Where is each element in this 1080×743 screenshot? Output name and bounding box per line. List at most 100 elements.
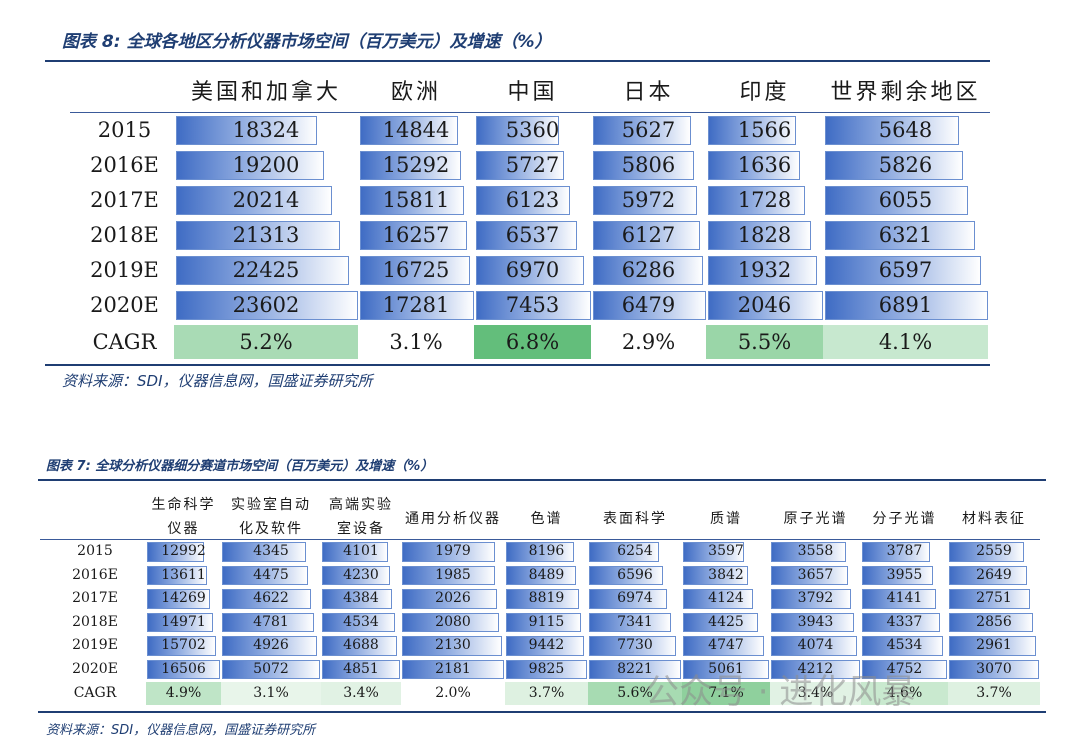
fig8-data-bar xyxy=(825,256,981,285)
fig8-cell-value: 6321 xyxy=(878,223,933,247)
fig7-cell-value: 2856 xyxy=(976,613,1012,630)
fig8-data-bar xyxy=(360,116,458,145)
fig7-data-bar xyxy=(322,542,388,562)
fig7-data-bar xyxy=(683,589,753,609)
fig7-cell-value: 7341 xyxy=(617,613,653,630)
fig8-cell-value: 6891 xyxy=(878,293,933,317)
fig7-cell-value: 3842 xyxy=(708,566,744,583)
fig8-cell-value: 5648 xyxy=(878,118,933,142)
fig7-data-bar xyxy=(402,565,495,585)
fig7-cell-value: 2961 xyxy=(976,637,1012,653)
fig8-data-bar xyxy=(825,151,963,180)
fig8-cell-value: 7453 xyxy=(505,293,560,317)
fig7-cell-value: 8196 xyxy=(528,543,565,559)
fig7-cagr-cell xyxy=(861,682,948,705)
fig7-cell-value: 3070 xyxy=(976,660,1012,677)
fig7-data-bar xyxy=(589,589,667,609)
fig7-cell-value: 4534 xyxy=(343,613,379,630)
fig8-data-bar xyxy=(593,221,700,250)
fig7-cagr-value: 7.1% xyxy=(708,685,744,701)
fig8-data-bar xyxy=(476,151,564,180)
fig7-data-bar xyxy=(949,612,1033,632)
fig7-cell-value: 4781 xyxy=(253,613,289,630)
fig7-cell-value: 3787 xyxy=(886,543,923,559)
fig8-row-label: 2019E xyxy=(90,258,159,282)
fig8-data-bar xyxy=(708,186,805,215)
fig7-data-bar xyxy=(222,612,314,632)
fig7-cell-value: 13611 xyxy=(161,566,206,583)
fig8-cell-value: 21313 xyxy=(232,223,300,247)
fig7-cagr-cell xyxy=(146,682,221,705)
fig7-cagr-cell xyxy=(221,682,321,705)
fig7-cell-value: 8221 xyxy=(617,660,653,677)
fig7-cell-value: 4074 xyxy=(797,637,834,653)
fig8-cell-value: 1728 xyxy=(737,188,792,212)
fig7-row-label: 2019E xyxy=(72,637,118,653)
fig7-data-bar xyxy=(949,542,1024,562)
fig7-cell-value: 6974 xyxy=(617,590,653,606)
fig8-data-bar xyxy=(825,116,959,145)
fig7-header-rule xyxy=(40,539,1040,540)
fig8-header-rule xyxy=(70,112,990,113)
fig7-cagr-cell xyxy=(321,682,401,705)
fig8-cagr-cell xyxy=(174,325,358,359)
fig7-row-label: 2017E xyxy=(72,590,118,606)
fig7-data-bar xyxy=(402,589,497,609)
fig8-data-bar xyxy=(176,151,324,180)
fig8-cell-value: 6597 xyxy=(878,258,933,282)
fig7-cell-value: 4475 xyxy=(253,566,289,583)
fig7-data-bar xyxy=(402,659,504,679)
fig7-cell-value: 4926 xyxy=(253,637,289,653)
fig7-data-bar xyxy=(683,565,748,585)
fig8-cell-value: 1636 xyxy=(737,153,792,177)
fig7-data-bar xyxy=(402,636,502,656)
fig8-data-bar xyxy=(360,221,467,250)
fig8-col-header: 中国 xyxy=(507,80,558,105)
fig7-cagr-cell xyxy=(588,682,682,705)
fig7-cagr-value: 3.7% xyxy=(976,685,1012,701)
fig8-data-bar xyxy=(360,256,470,285)
fig7-data-bar xyxy=(147,542,204,562)
fig7-cell-value: 4384 xyxy=(343,590,379,606)
fig7-cell-value: 3955 xyxy=(886,566,923,583)
fig7-data-bar xyxy=(683,612,758,632)
fig7-cell-value: 7730 xyxy=(617,637,653,653)
fig8-cagr-value: 5.5% xyxy=(737,330,792,354)
fig8-data-bar xyxy=(176,291,358,320)
fig8-cagr-value: 6.8% xyxy=(505,330,560,354)
fig7-cell-value: 4747 xyxy=(708,637,744,653)
fig7-cagr-label: CAGR xyxy=(73,685,117,701)
fig7-data-bar xyxy=(949,636,1036,656)
fig7-cell-value: 2130 xyxy=(435,637,471,653)
fig7-data-bar xyxy=(222,659,320,679)
fig7-data-bar xyxy=(222,589,311,609)
fig7-data-bar xyxy=(147,589,210,609)
fig7-data-bar xyxy=(147,612,213,632)
fig7-data-bar xyxy=(589,542,659,562)
watermark: 公众号 · 进化风暴 xyxy=(645,672,916,712)
fig7-data-bar xyxy=(147,659,220,679)
fig8-data-bar xyxy=(476,116,559,145)
fig8-cell-value: 1828 xyxy=(737,223,792,247)
fig7-cell-value: 16506 xyxy=(161,660,206,677)
fig7-cell-value: 4622 xyxy=(253,590,289,606)
fig7-data-bar xyxy=(506,636,584,656)
fig7-cell-value: 4230 xyxy=(343,566,379,583)
fig7-cell-value: 15702 xyxy=(161,637,206,653)
fig8-data-bar xyxy=(593,151,694,180)
fig7-col-header: 高端实验 xyxy=(329,497,393,513)
fig7-data-bar xyxy=(322,589,392,609)
fig7-data-bar xyxy=(683,636,764,656)
fig7-cell-value: 4212 xyxy=(797,660,834,677)
fig8-data-bar xyxy=(176,256,349,285)
fig7-data-bar xyxy=(862,542,930,562)
fig7-data-bar xyxy=(506,612,581,632)
fig8-cell-value: 18324 xyxy=(232,118,300,142)
fig7-cell-value: 8819 xyxy=(528,590,565,606)
fig8-cell-value: 6970 xyxy=(505,258,560,282)
fig7-cell-value: 12992 xyxy=(161,543,206,559)
fig8-data-bar xyxy=(708,256,817,285)
fig8-data-bar xyxy=(708,221,811,250)
fig7-cagr-value: 3.7% xyxy=(528,685,565,701)
fig7-data-bar xyxy=(589,636,676,656)
